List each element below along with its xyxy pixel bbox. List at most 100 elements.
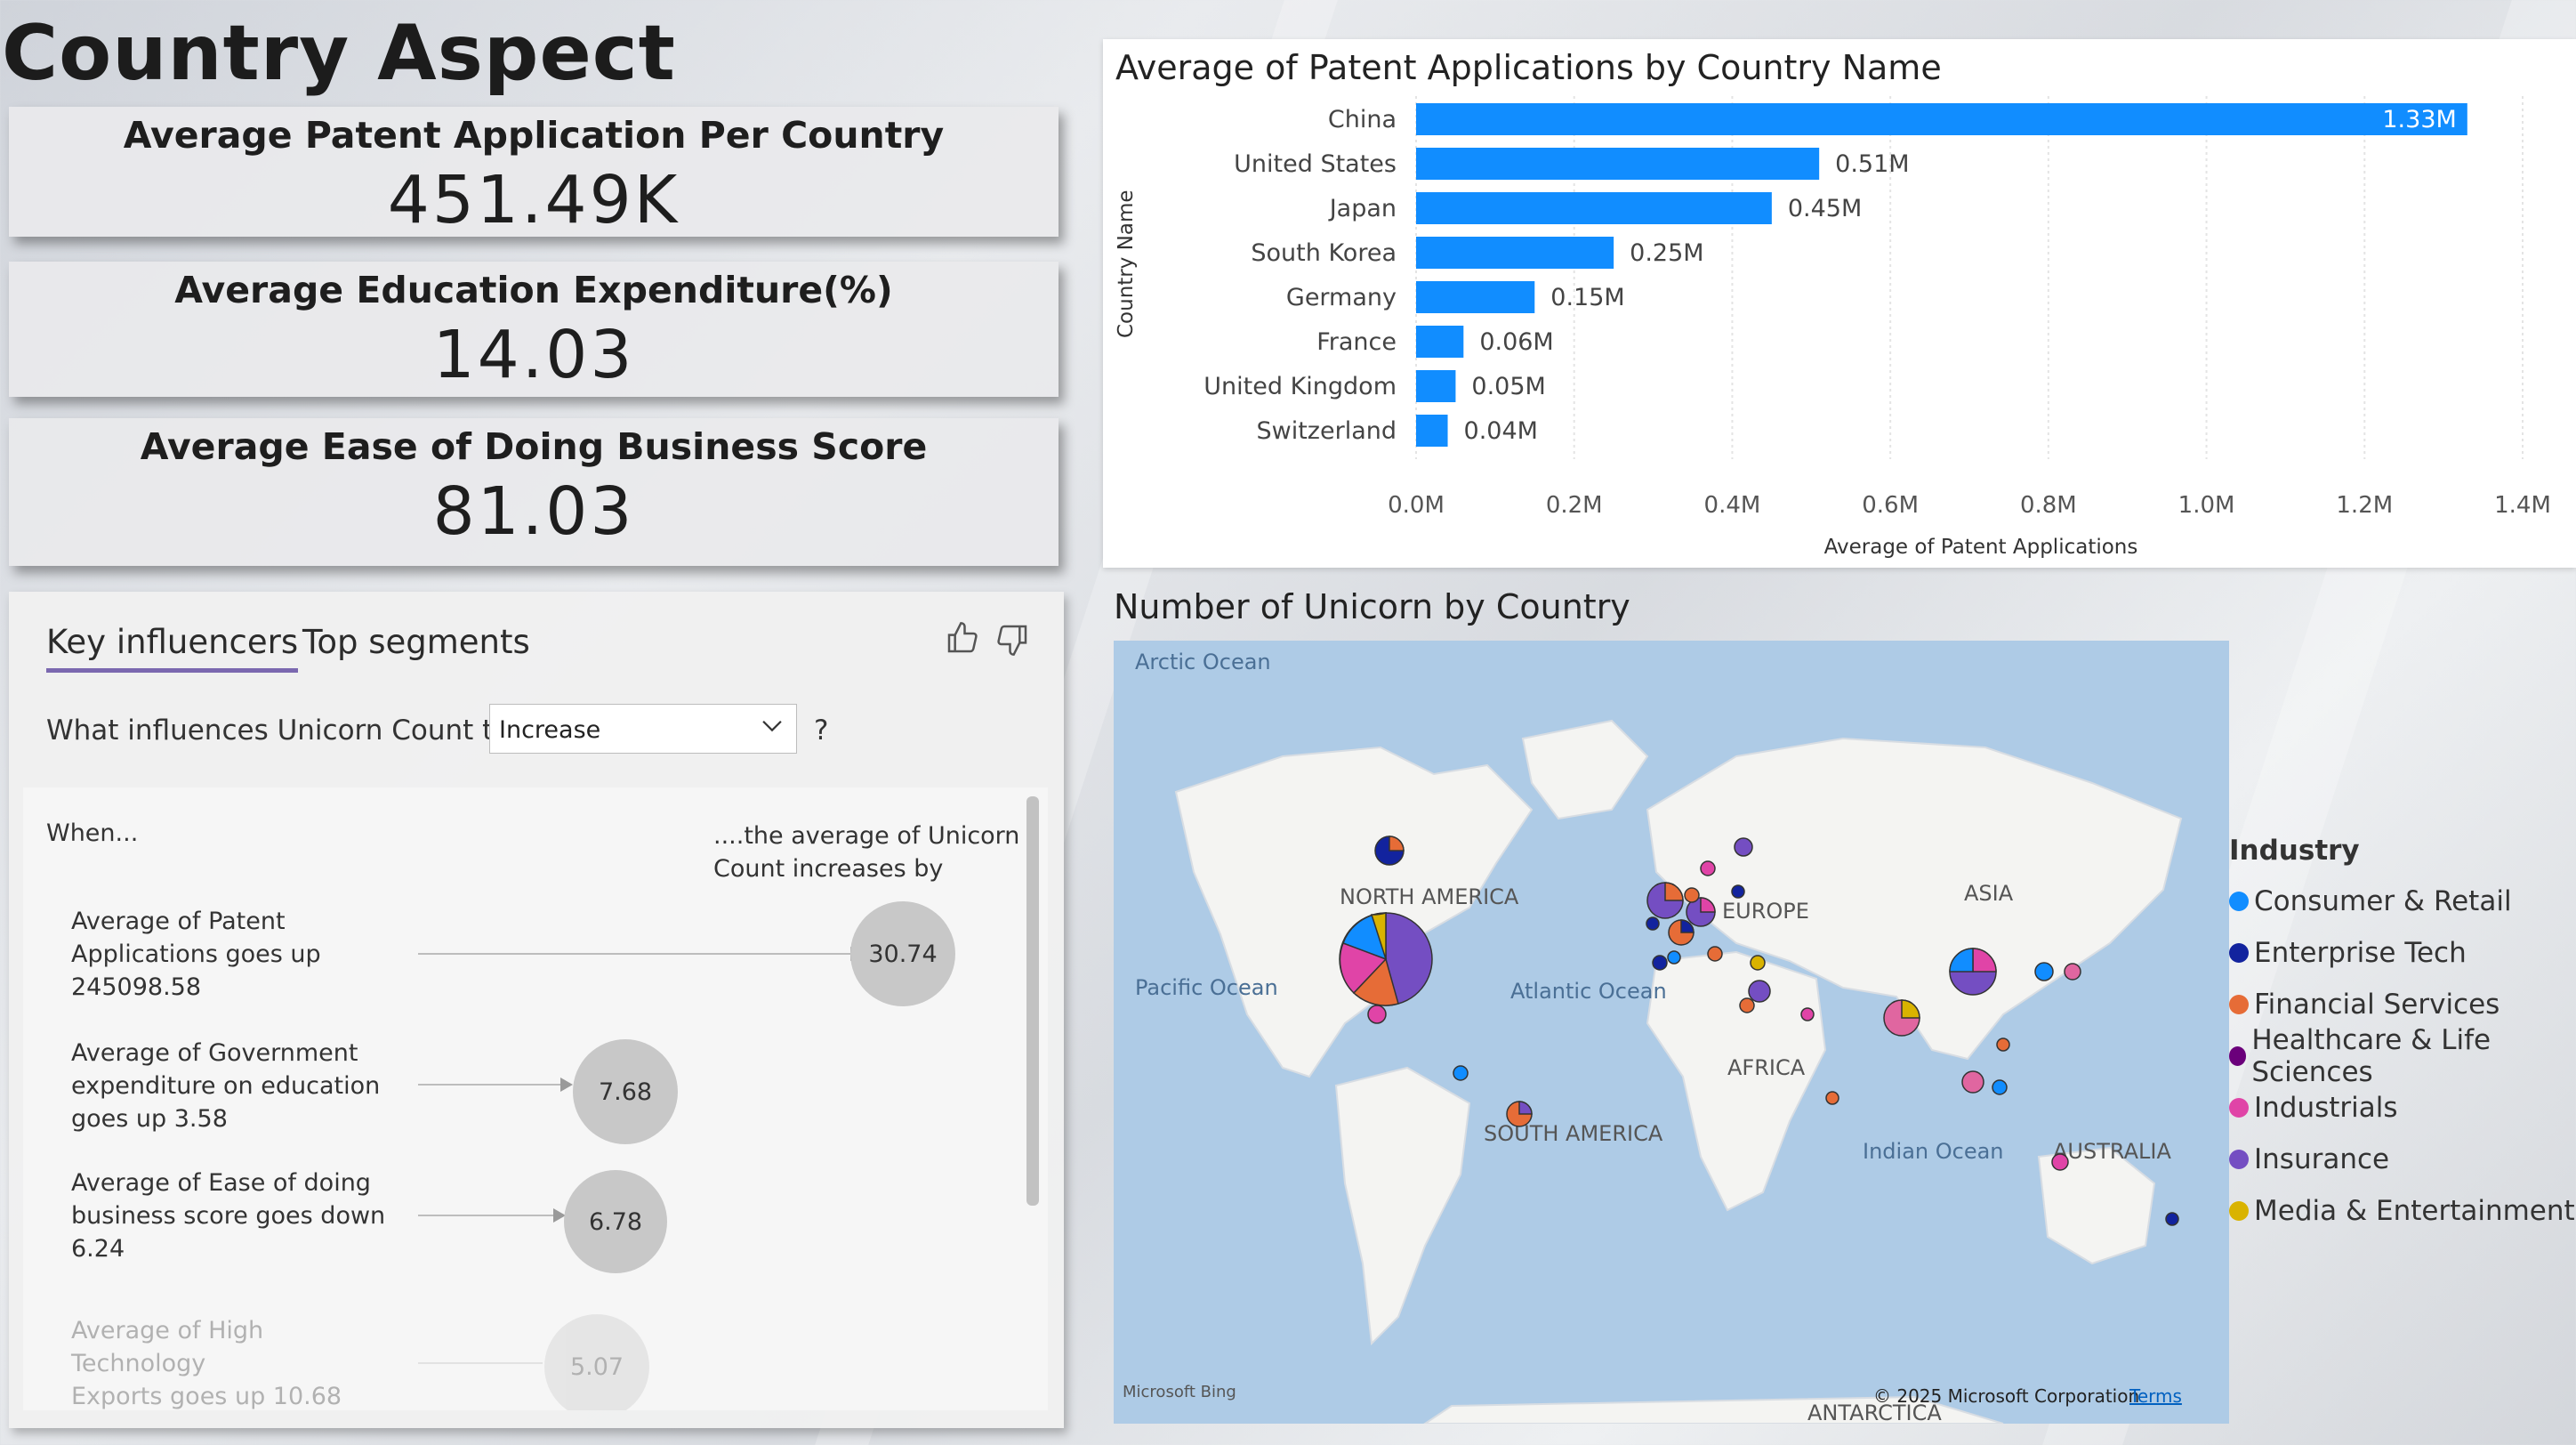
pie-bubble-newzealand (2165, 1212, 2179, 1226)
unicorn-map[interactable]: Arctic Ocean Pacific Ocean Atlantic Ocea… (1114, 641, 2229, 1424)
x-tick-label: 1.0M (2178, 492, 2235, 519)
legend-item[interactable]: Healthcare & Life Sciences (2229, 1024, 2576, 1088)
influencer-text-line: 245098.58 (71, 973, 202, 1001)
x-tick-label: 0.0M (1388, 492, 1445, 519)
category-label: China (1328, 106, 1397, 133)
legend-item[interactable]: Media & Entertainment (2229, 1185, 2576, 1237)
continent-label: EUROPE (1722, 899, 1809, 924)
influencer-bubble[interactable]: 6.78 (564, 1170, 667, 1273)
kpi-card-education[interactable]: Average Education Expenditure(%) 14.03 (9, 262, 1059, 397)
pie-bubble-australia (2051, 1153, 2069, 1171)
bar-japan[interactable] (1416, 192, 1772, 224)
map-copyright: © 2025 Microsoft Corporation (1873, 1385, 2139, 1407)
page-title: Country Aspect (2, 9, 676, 98)
x-tick-label: 0.8M (2020, 492, 2077, 519)
pie-bubble-poland (1731, 884, 1745, 899)
kpi-label: Average Education Expenditure(%) (174, 269, 893, 311)
pie-bubble-sweden (1734, 837, 1753, 857)
chart-title: Average of Patent Applications by Countr… (1115, 48, 1942, 87)
influencer-line (418, 1362, 543, 1364)
legend-dot (2229, 1150, 2249, 1169)
bar-switzerland[interactable] (1416, 415, 1448, 447)
key-influencers-visual: Key influencers Top segments What influe… (9, 592, 1064, 1428)
legend-label: Industrials (2254, 1092, 2398, 1124)
kpi-card-business[interactable]: Average Ease of Doing Business Score 81.… (9, 418, 1059, 566)
legend-label: Insurance (2254, 1143, 2390, 1175)
data-label: 0.51M (1835, 150, 1909, 178)
category-label: Germany (1286, 284, 1397, 311)
thumbs-up-icon[interactable] (945, 620, 980, 659)
when-header: When... (46, 819, 139, 847)
category-label: South Korea (1251, 239, 1397, 267)
influencer-row-text[interactable]: Average of Government expenditure on edu… (71, 1037, 391, 1135)
influencer-list: When... ....the average of Unicorn Count… (23, 787, 1048, 1410)
kpi-label: Average Patent Application Per Country (123, 114, 945, 157)
pie-bubble-france (1668, 919, 1695, 946)
influencer-text-line: Applications goes up (71, 940, 321, 968)
legend-dot (2229, 995, 2249, 1014)
bar-france[interactable] (1416, 326, 1464, 358)
legend-dot (2229, 1098, 2249, 1118)
pie-bubble-turkey (1750, 955, 1766, 971)
continent-label: NORTH AMERICA (1340, 884, 1519, 909)
data-label: 0.04M (1464, 417, 1538, 445)
influencer-text-line: 6.24 (71, 1235, 125, 1263)
legend-item[interactable]: Consumer & Retail (2229, 876, 2576, 927)
legend-item[interactable]: Financial Services (2229, 979, 2576, 1030)
legend-item[interactable]: Industrials (2229, 1082, 2576, 1134)
bar-united-states[interactable] (1416, 148, 1820, 180)
australia-landmass (2037, 1146, 2156, 1265)
pie-bubble-kenya (1825, 1091, 1839, 1105)
bar-china[interactable] (1416, 103, 2467, 135)
influencer-bubble[interactable]: 30.74 (850, 901, 955, 1006)
influencer-text-line: business score goes down (71, 1202, 386, 1230)
bar-chart: Country Name Average of Patent Applicati… (1115, 96, 2551, 559)
bar-germany[interactable] (1416, 281, 1535, 313)
thumbs-down-icon[interactable] (994, 622, 1030, 661)
map-title: Number of Unicorn by Country (1114, 587, 1630, 626)
pie-bubble-germany (1686, 897, 1716, 927)
tab-top-segments[interactable]: Top segments (302, 623, 530, 661)
pie-bubble-portugal (1667, 950, 1681, 965)
influencer-row-text[interactable]: Average of Ease of doing business score … (71, 1166, 391, 1265)
pie-bubble-norway (1700, 860, 1716, 876)
legend-label: Healthcare & Life Sciences (2251, 1024, 2491, 1088)
x-tick-label: 0.4M (1704, 492, 1761, 519)
continent-label: AFRICA (1727, 1055, 1806, 1080)
x-axis-label: Average of Patent Applications (1824, 536, 2138, 559)
influencer-bubble[interactable]: 7.68 (573, 1039, 678, 1144)
influencer-row-text[interactable]: Average of High Technology Exports goes … (71, 1314, 391, 1410)
pie-bubble-ireland (1646, 916, 1660, 931)
north-america-landmass (1174, 746, 1534, 1078)
bar-united-kingdom[interactable] (1416, 370, 1456, 402)
pie-bubble-japan (2064, 963, 2081, 981)
influencer-bubble[interactable]: 5.07 (544, 1314, 649, 1410)
pie-bubble-uae (1800, 1007, 1815, 1021)
pie-bubble-mexico (1367, 1005, 1387, 1024)
tab-key-influencers[interactable]: Key influencers (46, 623, 299, 673)
influencer-question: What influences Unicorn Count to (46, 714, 511, 747)
legend-dot (2229, 943, 2249, 963)
terms-link[interactable]: Terms (2129, 1385, 2182, 1407)
south-america-landmass (1334, 1066, 1471, 1346)
data-label: 1.33M (2382, 106, 2456, 133)
influencer-row-text[interactable]: Average of Patent Applications goes up 2… (71, 905, 391, 1004)
arrow-right-icon (553, 1208, 566, 1223)
legend-item[interactable]: Enterprise Tech (2229, 927, 2576, 979)
influencer-dropdown[interactable]: Increase (489, 704, 797, 754)
pie-bubble-usa (1339, 912, 1433, 1006)
scrollbar[interactable] (1026, 796, 1039, 1206)
pie-bubble-india (1883, 999, 1920, 1037)
legend-label: Media & Entertainment (2254, 1195, 2575, 1227)
continent-label: ANTARCTICA (1807, 1401, 1942, 1424)
influencer-text-line: Average of Patent (71, 908, 286, 935)
bar-chart-panel: Average of Patent Applications by Countr… (1103, 39, 2576, 568)
continent-label: ASIA (1964, 881, 2014, 906)
bar-south-korea[interactable] (1416, 237, 1614, 269)
category-label: France (1316, 328, 1397, 356)
kpi-value: 14.03 (432, 317, 635, 393)
africa-landmass (1646, 950, 1827, 1212)
legend-item[interactable]: Insurance (2229, 1134, 2576, 1185)
kpi-card-patent[interactable]: Average Patent Application Per Country 4… (9, 107, 1059, 238)
category-label: United States (1234, 150, 1397, 178)
